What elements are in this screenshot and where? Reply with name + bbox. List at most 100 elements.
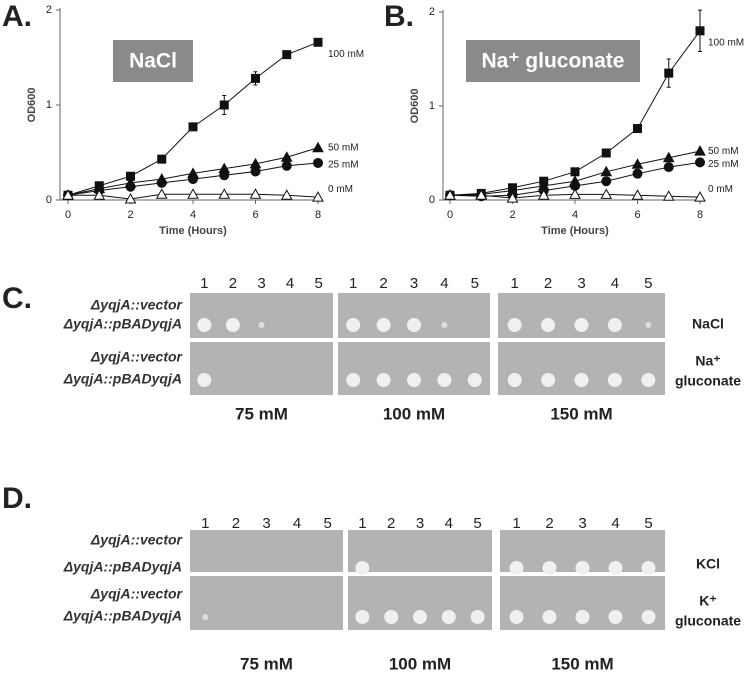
column-number: 2 bbox=[544, 275, 552, 292]
marker bbox=[188, 174, 198, 185]
colony-spot bbox=[197, 373, 212, 387]
chart-title: NaCl bbox=[129, 50, 177, 73]
x-tick-label: 6 bbox=[634, 209, 640, 221]
colony-spot bbox=[507, 373, 522, 387]
colony-spot bbox=[376, 318, 391, 332]
strain-label: ΔyqjA::pBADyqjA bbox=[63, 559, 182, 575]
colony-spot bbox=[641, 373, 656, 387]
x-tick-label: 8 bbox=[697, 209, 703, 221]
plate bbox=[190, 530, 343, 572]
colony-spot bbox=[355, 561, 370, 575]
colony-spot bbox=[641, 561, 656, 575]
panel-label: C. bbox=[2, 282, 32, 315]
condition-label: Na⁺ bbox=[695, 353, 720, 369]
marker bbox=[249, 188, 262, 199]
colony-spot bbox=[258, 322, 265, 328]
marker bbox=[695, 157, 705, 168]
marker bbox=[155, 188, 168, 199]
concentration: 150 mM bbox=[551, 654, 613, 673]
column-number: 3 bbox=[262, 515, 270, 532]
marker bbox=[250, 166, 261, 177]
marker bbox=[506, 192, 519, 203]
column-number: 5 bbox=[644, 515, 652, 532]
column-number: 5 bbox=[644, 275, 652, 292]
marker bbox=[695, 26, 705, 36]
colony-spot bbox=[346, 373, 361, 387]
x-tick-label: 2 bbox=[127, 209, 133, 221]
colony-spot bbox=[225, 318, 240, 332]
strain-label: ΔyqjA::vector bbox=[90, 349, 184, 365]
concentration: 75 mM bbox=[235, 404, 288, 423]
concentration: 100 mM bbox=[389, 654, 451, 673]
marker bbox=[93, 189, 106, 200]
column-number: 4 bbox=[611, 275, 619, 292]
marker bbox=[218, 188, 231, 199]
column-number: 1 bbox=[349, 275, 357, 292]
condition-label: KCl bbox=[696, 556, 720, 572]
marker bbox=[187, 188, 199, 199]
marker bbox=[601, 148, 611, 158]
panel-label: D. bbox=[2, 482, 32, 515]
colony-spot bbox=[346, 318, 361, 332]
marker bbox=[537, 189, 550, 200]
colony-spot bbox=[467, 373, 482, 387]
colony-spot bbox=[376, 373, 391, 387]
column-number: 2 bbox=[379, 275, 387, 292]
column-number: 3 bbox=[410, 275, 418, 292]
colony-spot bbox=[407, 373, 421, 387]
column-number: 5 bbox=[471, 275, 479, 292]
marker bbox=[694, 145, 706, 156]
column-number: 2 bbox=[232, 515, 240, 532]
condition-label: gluconate bbox=[675, 613, 741, 629]
marker bbox=[662, 151, 675, 163]
colony-spot bbox=[574, 318, 589, 332]
x-axis-label: Time (Hours) bbox=[541, 225, 609, 237]
colony-spot bbox=[542, 561, 557, 575]
marker bbox=[633, 124, 642, 134]
series-label: 50 mM bbox=[328, 142, 359, 153]
marker bbox=[281, 160, 292, 171]
column-number: 1 bbox=[511, 275, 519, 292]
marker bbox=[662, 190, 675, 201]
concentration: 75 mM bbox=[240, 654, 293, 673]
colony-spot bbox=[575, 610, 590, 624]
colony-spot bbox=[507, 318, 522, 332]
marker bbox=[631, 189, 644, 200]
plate bbox=[190, 293, 333, 338]
x-tick-label: 2 bbox=[509, 209, 515, 221]
colony-spot bbox=[509, 561, 524, 575]
series-label: 50 mM bbox=[708, 146, 739, 157]
marker bbox=[251, 73, 260, 83]
y-tick-label: 2 bbox=[429, 6, 435, 18]
marker bbox=[157, 154, 167, 164]
marker bbox=[280, 189, 293, 200]
title-box bbox=[466, 40, 640, 82]
plate bbox=[338, 342, 490, 395]
colony-spot bbox=[607, 318, 622, 332]
marker bbox=[219, 100, 229, 110]
title-box bbox=[113, 40, 193, 82]
colony-spot bbox=[509, 610, 524, 624]
colony-spot bbox=[575, 561, 590, 575]
marker bbox=[313, 37, 323, 47]
concentration: 150 mM bbox=[550, 404, 612, 423]
series-label: 0 mM bbox=[328, 184, 353, 195]
y-tick-label: 0 bbox=[429, 194, 435, 206]
marker bbox=[282, 50, 292, 60]
marker bbox=[600, 165, 613, 177]
colony-spot bbox=[608, 561, 623, 575]
marker bbox=[475, 189, 488, 200]
strain-label: ΔyqjA::pBADyqjA bbox=[63, 371, 182, 387]
strain-label: ΔyqjA::vector bbox=[90, 586, 184, 602]
y-tick-label: 1 bbox=[46, 99, 52, 111]
column-number: 3 bbox=[416, 515, 424, 532]
colony-spot bbox=[641, 610, 656, 624]
plate bbox=[190, 576, 343, 630]
column-number: 4 bbox=[293, 515, 301, 532]
series-label: 25 mM bbox=[328, 160, 359, 171]
marker bbox=[631, 158, 644, 169]
marker bbox=[694, 191, 706, 202]
series-label: 100 mM bbox=[328, 49, 364, 60]
x-tick-label: 6 bbox=[252, 209, 258, 221]
